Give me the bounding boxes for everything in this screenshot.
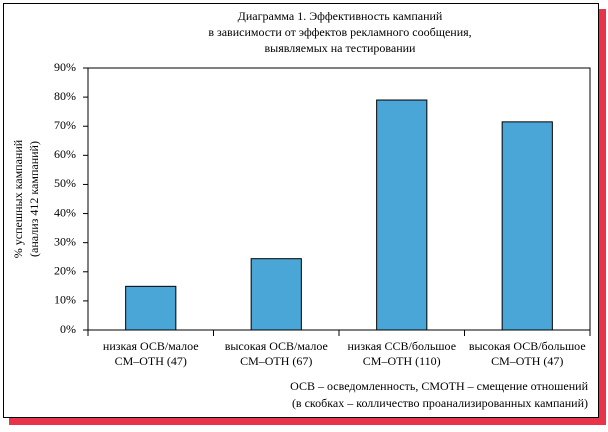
y-tick-label: 80%: [54, 89, 76, 103]
y-tick-label: 60%: [54, 147, 76, 161]
bar: [376, 99, 428, 331]
chart-title: выявляемых на тестировании: [265, 41, 417, 55]
y-tick-label: 90%: [54, 60, 76, 74]
chart-title: в зависимости от эффектов рекламного соо…: [208, 25, 471, 39]
bar: [125, 285, 177, 331]
x-tick-label: низкая ССВ/большое: [347, 339, 456, 353]
y-axis-label: (анализ 412 кампаний): [27, 141, 41, 257]
x-tick-label: СМ–ОТН (47): [115, 354, 187, 368]
y-tick-label: 0%: [60, 322, 76, 336]
y-tick-label: 70%: [54, 118, 76, 132]
y-axis-label: % успешных кампаний: [11, 139, 25, 258]
x-tick-label: СМ–ОТН (110): [363, 354, 441, 368]
frame: [3, 3, 599, 418]
footnote: ОСВ – осведомленность, СМОТН – смещение …: [290, 379, 588, 393]
x-tick-label: высокая ОСВ/малое: [225, 339, 328, 353]
bar: [250, 258, 302, 331]
x-tick-label: высокая ОСВ/большое: [469, 339, 586, 353]
y-tick-label: 40%: [54, 205, 76, 219]
bar: [501, 121, 553, 331]
y-tick-label: 10%: [54, 293, 76, 307]
chart-title: Диаграмма 1. Эффективность кампаний: [238, 9, 443, 23]
y-tick-label: 30%: [54, 234, 76, 248]
x-tick-label: СМ–ОТН (67): [240, 354, 312, 368]
x-tick-label: низкая ОСВ/малое: [103, 339, 199, 353]
footnote: (в скобках – колличество проанализирован…: [292, 396, 588, 410]
x-tick-label: СМ–ОТН (47): [491, 354, 563, 368]
y-tick-label: 20%: [54, 264, 76, 278]
y-tick-label: 50%: [54, 176, 76, 190]
